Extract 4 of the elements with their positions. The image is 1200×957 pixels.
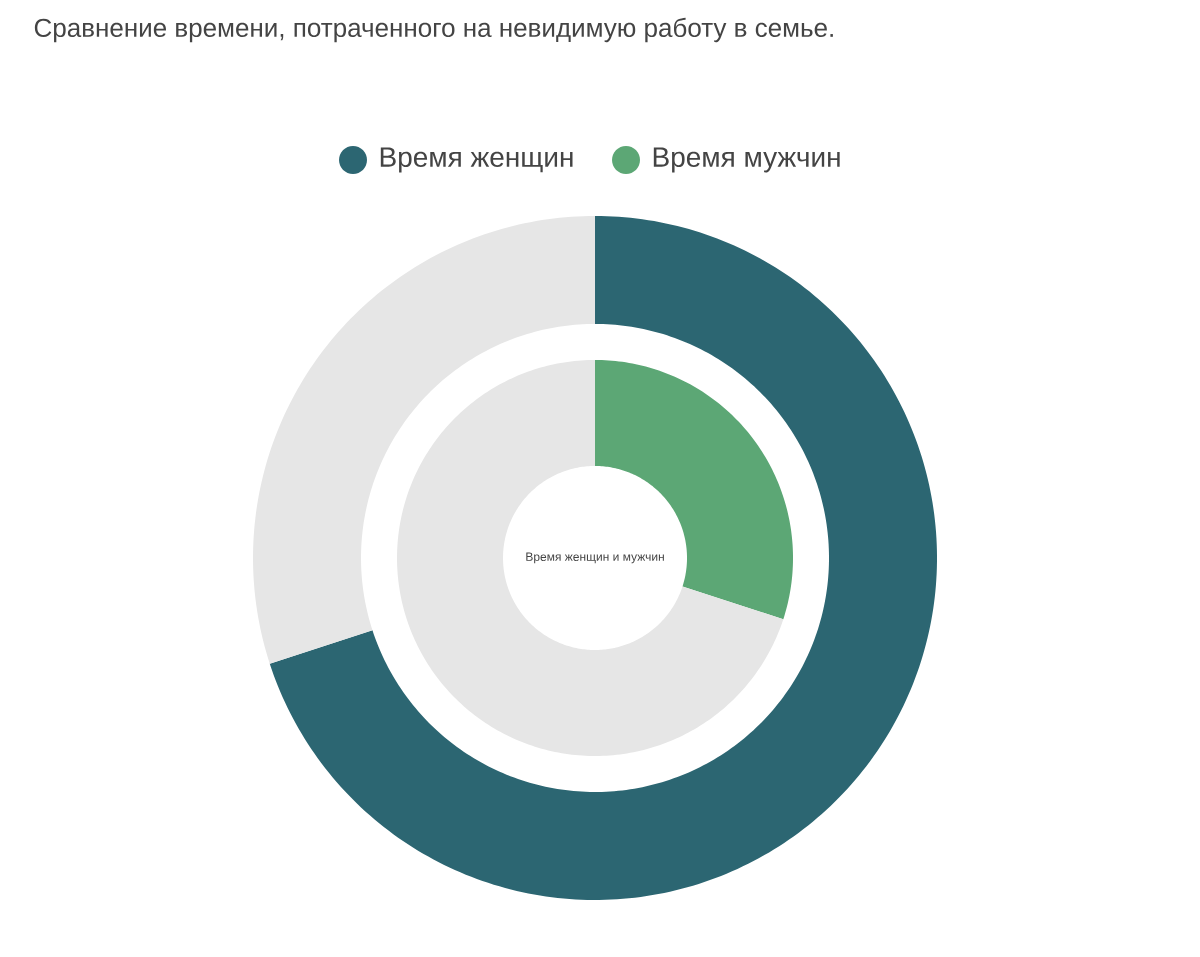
legend-label: Время женщин	[380, 147, 573, 173]
chart-title: Сравнение времени, потраченного на невидимую работу в семье.	[34, 17, 833, 43]
text: Время женщин и мужчин	[526, 552, 664, 564]
legend-label: Время мужчин	[653, 147, 840, 173]
